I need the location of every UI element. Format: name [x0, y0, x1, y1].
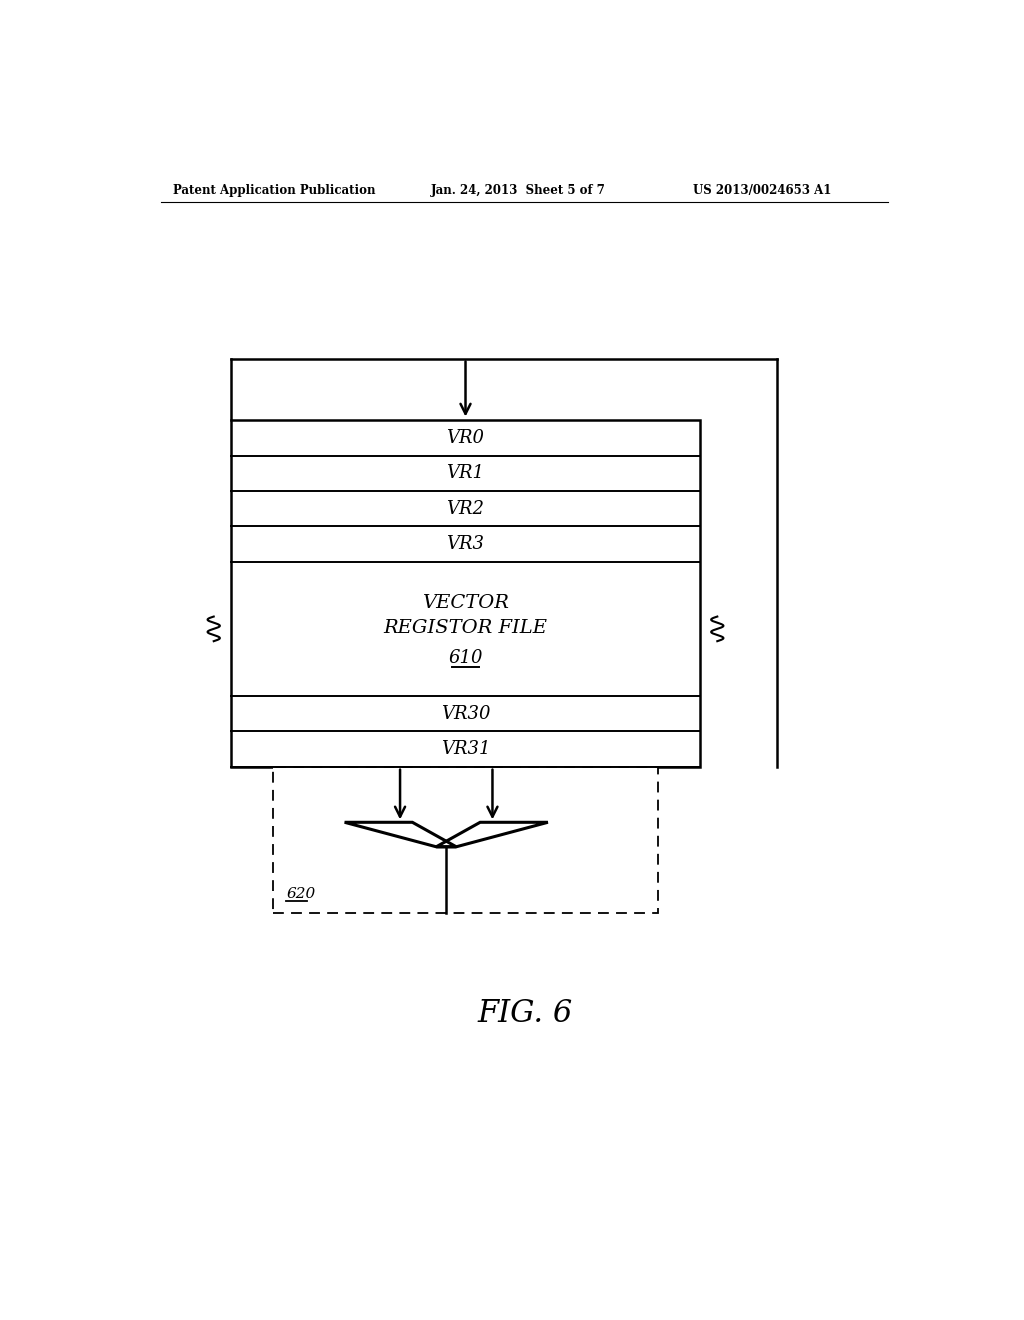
Text: US 2013/0024653 A1: US 2013/0024653 A1 [692, 185, 831, 197]
Text: VECTOR
REGISTOR FILE: VECTOR REGISTOR FILE [384, 594, 548, 636]
Text: 620: 620 [287, 887, 316, 900]
Text: Patent Application Publication: Patent Application Publication [173, 185, 376, 197]
Text: 610: 610 [449, 649, 482, 667]
Bar [230, 420, 700, 767]
Text: VR1: VR1 [446, 465, 484, 482]
Text: FIG. 6: FIG. 6 [477, 998, 572, 1028]
Text: VR0: VR0 [446, 429, 484, 447]
Bar [273, 767, 658, 913]
Text: VR31: VR31 [440, 741, 490, 758]
Text: VR30: VR30 [440, 705, 490, 722]
Text: VR2: VR2 [446, 500, 484, 517]
Text: VR3: VR3 [446, 535, 484, 553]
Text: Jan. 24, 2013  Sheet 5 of 7: Jan. 24, 2013 Sheet 5 of 7 [431, 185, 606, 197]
